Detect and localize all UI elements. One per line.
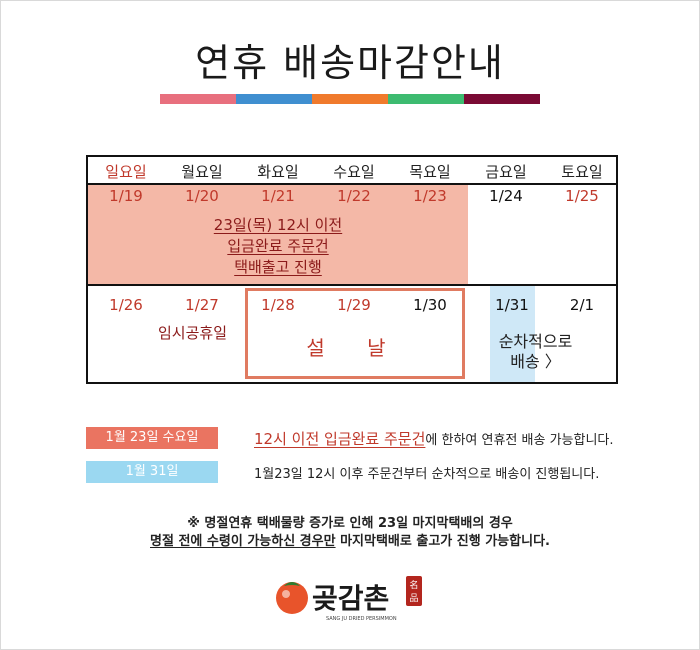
sequential-line: 배송 〉: [510, 352, 561, 371]
date-cell: 1/25: [565, 187, 599, 205]
stripe-segment: [160, 94, 236, 104]
persimmon-icon: [276, 582, 308, 614]
footnote-line2: 명절 전에 수령이 가능하신 경우만 마지막택배로 출고가 진행 가능합니다.: [0, 530, 700, 549]
sequential-highlight: [490, 286, 535, 382]
legend-rest: 에 한하여 연휴전 배송 가능합니다.: [425, 433, 614, 448]
weekday-2: 화요일: [257, 163, 299, 181]
note-line: 입금완료 주문건: [227, 237, 329, 255]
stripe-segment: [236, 94, 312, 104]
page-title: 연휴 배송마감안내: [195, 41, 505, 85]
weekday-3: 수요일: [333, 163, 375, 181]
date-cell: 1/31: [495, 296, 529, 314]
date-cell: 1/20: [185, 187, 219, 205]
footnote-rest: 마지막택배로 출고가 진행 가능합니다.: [335, 534, 550, 549]
footnote-line1: ※ 명절연휴 택배물량 증가로 인해 23일 마지막택배의 경우: [187, 516, 513, 531]
note-line: 23일(목) 12시 이전: [213, 216, 343, 234]
date-cell: 2/1: [569, 296, 595, 314]
date-cell: 1/24: [489, 187, 523, 205]
brand-logo: 곶감촌 名 品 SANG JU DRIED PERSIMMON: [276, 576, 422, 622]
stripe-segment: [464, 94, 540, 104]
date-cell: 1/28: [261, 296, 295, 314]
calendar-table: 23일(목) 12시 이전 입금완료 주문건 택배출고 진행 임시공휴일 설 날…: [86, 155, 618, 384]
weekday-6: 토요일: [561, 163, 603, 181]
holiday-label: 설 날: [306, 336, 404, 360]
legend-highlight: 12시 이전 입금완료 주문건: [254, 430, 426, 448]
sequential-line: 순차적으로: [498, 332, 573, 351]
date-cell: 1/19: [109, 187, 143, 205]
seal-icon: [406, 576, 422, 606]
date-cell: 1/22: [337, 187, 371, 205]
stripe-segment: [388, 94, 464, 104]
date-cell: 1/21: [261, 187, 295, 205]
legend-pill-jan23: 1월 23일 수요일: [86, 427, 218, 449]
seal-text-1: 名: [409, 579, 418, 591]
week1-note: 23일(목) 12시 이전 입금완료 주문건 택배출고 진행: [163, 215, 393, 278]
legend-text-jan31: 1월23일 12시 이후 주문건부터 순차적으로 배송이 진행됩니다.: [254, 467, 600, 482]
date-cell: 1/29: [337, 296, 371, 314]
date-cell: 1/30: [413, 296, 447, 314]
weekday-4: 목요일: [409, 163, 451, 181]
pre-holiday-highlight: [88, 185, 468, 284]
logo-subtitle: SANG JU DRIED PERSIMMON: [326, 616, 397, 622]
note-line: 택배출고 진행: [234, 258, 322, 276]
date-cell: 1/26: [109, 296, 143, 314]
date-cell: 1/23: [413, 187, 447, 205]
seal-text-2: 品: [409, 593, 418, 604]
logo-brand-text: 곶감촌: [312, 582, 389, 615]
weekday-1: 월요일: [181, 163, 223, 181]
stripe-segment: [312, 94, 388, 104]
sequential-shipping-label: 순차적으로 배송 〉: [483, 332, 588, 372]
weekday-5: 금요일: [485, 163, 527, 181]
holiday-box: [245, 288, 465, 379]
week-divider: [88, 284, 616, 286]
temp-holiday-label: 임시공휴일: [158, 324, 228, 342]
leaf-icon: [284, 582, 300, 586]
legend-pill-jan31: 1월 31일: [86, 461, 218, 483]
weekday-header: [88, 157, 616, 185]
date-cell: 1/27: [185, 296, 219, 314]
weekday-0: 일요일: [105, 163, 147, 181]
color-stripe: [160, 94, 540, 104]
legend-text-jan23: 12시 이전 입금완료 주문건에 한하여 연휴전 배송 가능합니다.: [254, 428, 614, 449]
footnote-underlined: 명절 전에 수령이 가능하신 경우만: [150, 534, 336, 549]
